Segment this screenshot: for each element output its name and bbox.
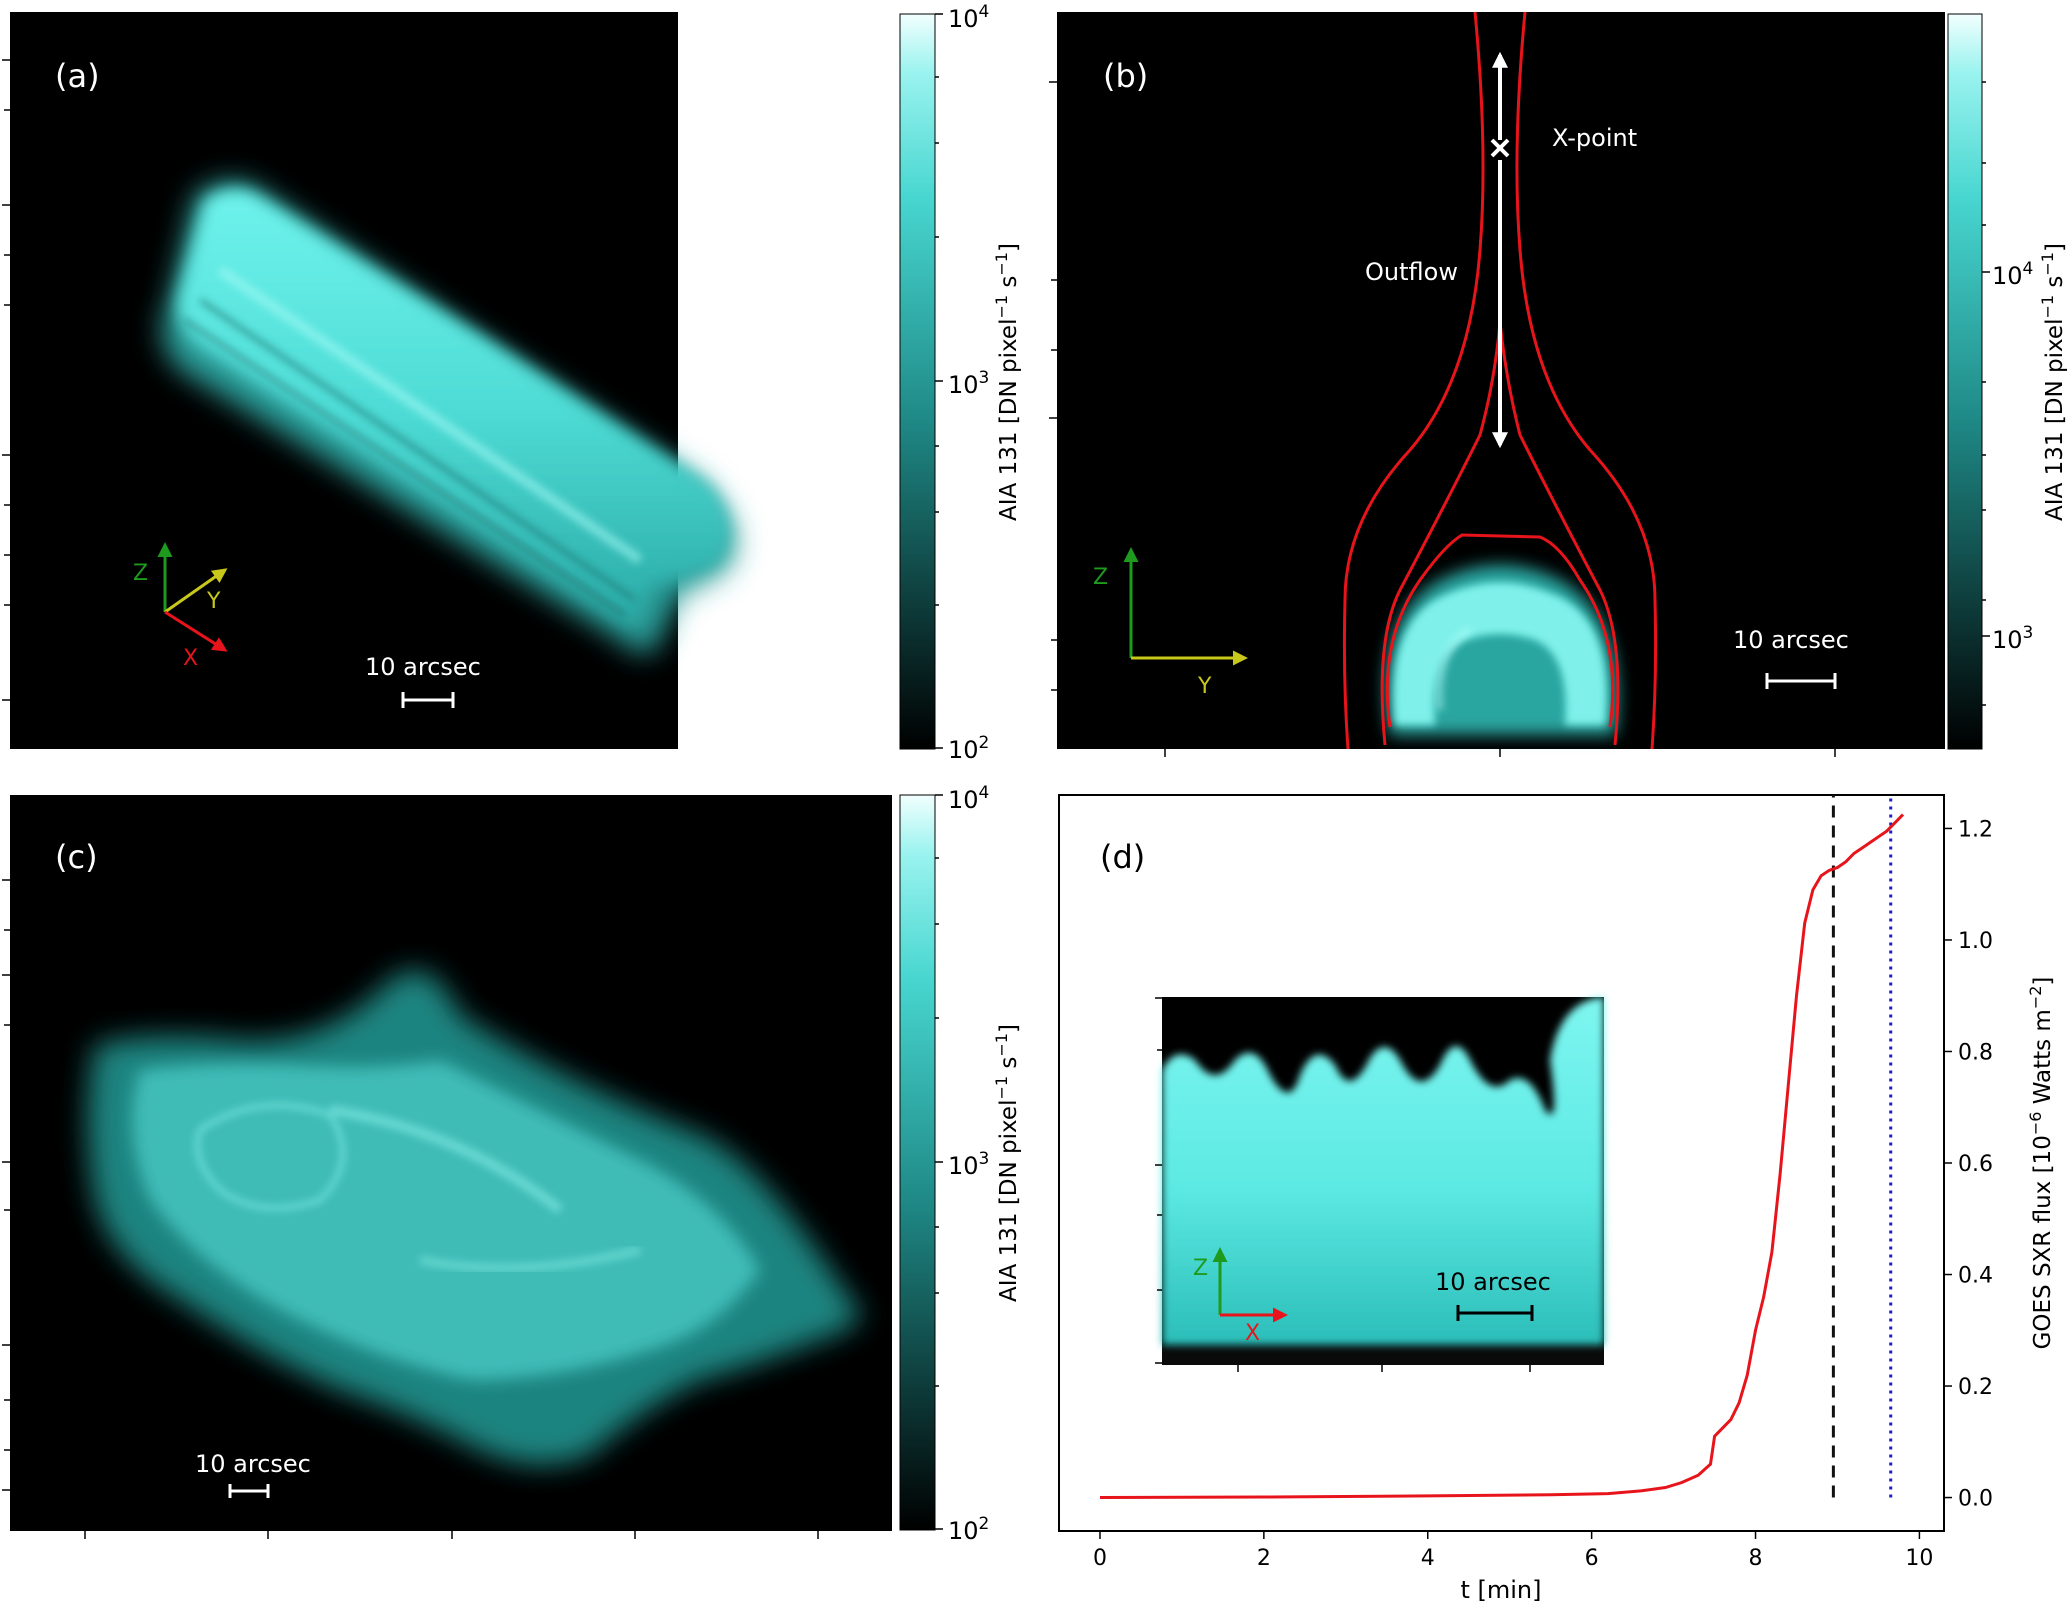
colorbar-a-tick-top: 104: [948, 2, 989, 33]
axis-y-label-a: Y: [206, 589, 221, 614]
scale-bar-a: [401, 692, 455, 708]
colorbar-c-tick-mid: 103: [948, 1149, 989, 1180]
y-tick-label: 0.2: [1958, 1375, 1993, 1400]
y-tick-label: 0.8: [1958, 1040, 1993, 1065]
panel-b-label: (b): [1103, 57, 1148, 95]
xpoint-marker-b: [1490, 138, 1510, 158]
axis-z-label-a: Z: [133, 561, 148, 586]
loop-arch-b: [1385, 565, 1618, 735]
panel-c-label: (c): [55, 838, 98, 876]
colorbar-b-ticks: [1982, 81, 1990, 706]
inset-axis-x-label: X: [1245, 1321, 1260, 1346]
colorbar-a-tick-bot: 102: [948, 733, 989, 764]
colorbar-a-label: AIA 131 [DN pixel−1 s−1]: [992, 243, 1022, 521]
chart-xlabel: t [min]: [1460, 1576, 1541, 1604]
colorbar-b-label: AIA 131 [DN pixel−1 s−1]: [2038, 243, 2068, 521]
inset-turbulent-layer: [1162, 997, 1604, 1345]
panel-b-ticks: [1049, 81, 1836, 757]
scale-text-c: 10 arcsec: [195, 1450, 311, 1478]
chart-d-vlines: [1831, 795, 1893, 1498]
scale-bar-b: [1765, 673, 1837, 689]
colorbar-a-ticks: [935, 13, 943, 749]
flare-arcade-c: [87, 970, 860, 1465]
chart-ylabel: GOES SXR flux [10−6 Watts m−2]: [2026, 977, 2056, 1350]
colorbar-b: [1947, 13, 1983, 750]
flux-rope-a: [162, 181, 736, 654]
x-tick-label: 0: [1093, 1546, 1107, 1571]
series-line-goes-flux: [1099, 813, 1905, 1499]
colorbar-c-ticks: [935, 794, 943, 1530]
panel-c-ticks: [2, 879, 819, 1539]
xpoint-label-b: X-point: [1552, 124, 1637, 152]
scale-bar-c: [228, 1484, 270, 1498]
panel-a: (a) Z Y X 10 arcsec 104 103 102 AIA 131 …: [2, 2, 1022, 764]
inset-axis-z-label: Z: [1193, 1256, 1208, 1281]
panel-a-label: (a): [55, 57, 100, 95]
panel-b: X-point Outflow (b) Z Y 10 arcsec 104 10…: [1049, 11, 2068, 757]
colorbar-b-tick-top: 104: [1992, 259, 2033, 290]
inset-scale-bar: [1456, 1305, 1534, 1321]
y-tick-label: 0.6: [1958, 1152, 1993, 1177]
outflow-label-b: Outflow: [1365, 258, 1458, 286]
colorbar-c-tick-top: 104: [948, 783, 989, 814]
y-tick-label: 1.0: [1958, 929, 1993, 954]
axes-triad-b: Z Y: [1093, 547, 1248, 699]
y-tick-label: 0.0: [1958, 1487, 1993, 1512]
x-tick-label: 2: [1257, 1546, 1271, 1571]
x-tick-label: 10: [1905, 1546, 1933, 1571]
inset-ticks: [1155, 997, 1531, 1372]
colorbar-c-label: AIA 131 [DN pixel−1 s−1]: [992, 1024, 1022, 1302]
y-tick-label: 1.2: [1958, 817, 1993, 842]
panel-a-ticks: [2, 59, 10, 701]
chart-d-yticks: 0.0 0.2 0.4 0.6 0.8 1.0 1.2: [1944, 817, 1993, 1512]
panel-d-label: (d): [1100, 838, 1145, 876]
scale-text-a: 10 arcsec: [365, 653, 481, 681]
colorbar-a: [899, 13, 936, 750]
colorbar-a-tick-mid: 103: [948, 368, 989, 399]
scale-text-b: 10 arcsec: [1733, 626, 1849, 654]
x-tick-label: 6: [1585, 1546, 1599, 1571]
x-tick-label: 4: [1421, 1546, 1435, 1571]
inset-scale-text: 10 arcsec: [1435, 1268, 1551, 1296]
inset-d: Z X 10 arcsec: [1155, 997, 1604, 1372]
panel-d: (d) 0 2 4 6 8 10 0.0 0.2 0.4 0.6 0.8 1.0 1.2 t [min…: [1058, 794, 2056, 1604]
colorbar-c: [899, 794, 936, 1531]
y-tick-label: 0.4: [1958, 1264, 1993, 1289]
axes-triad-a: Z Y X: [133, 542, 228, 671]
colorbar-c-tick-bot: 102: [948, 1514, 989, 1545]
field-lines-b: [1342, 11, 1658, 750]
chart-d-xticks: 0 2 4 6 8 10: [1093, 1531, 1933, 1571]
colorbar-b-tick-bot: 103: [1992, 623, 2033, 654]
axis-x-label-a: X: [183, 646, 198, 671]
x-tick-label: 8: [1749, 1546, 1763, 1571]
axis-y-label-b: Y: [1197, 674, 1212, 699]
panel-c: (c) 10 arcsec 104 103 102 AIA 131 [DN pi…: [2, 783, 1022, 1545]
axis-z-label-b: Z: [1093, 565, 1108, 590]
